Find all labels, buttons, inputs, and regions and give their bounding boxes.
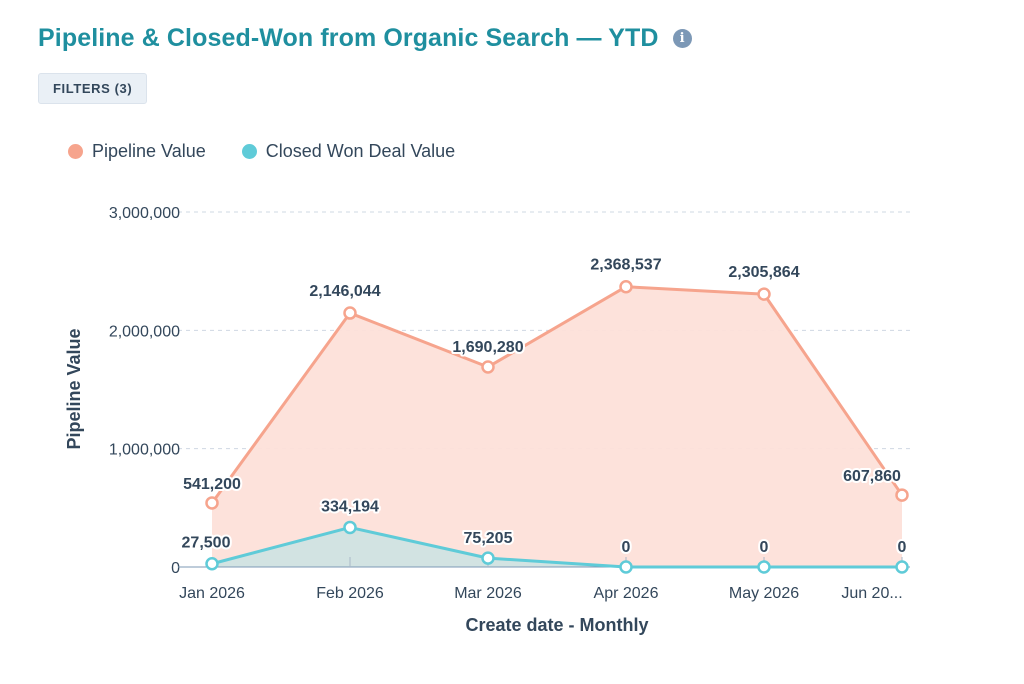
- legend-dot-closed-won: [241, 144, 257, 159]
- legend-item-closed-won[interactable]: Closed Won Deal Value: [241, 141, 456, 162]
- data-label-pipeline: 1,690,280: [452, 339, 523, 356]
- x-tick-label: Jan 2026: [179, 585, 245, 602]
- point-closed-won[interactable]: [205, 556, 219, 571]
- legend-dot-pipeline: [68, 144, 83, 159]
- data-label-pipeline: 2,305,864: [728, 264, 799, 281]
- point-closed-won[interactable]: [895, 560, 909, 574]
- x-tick-label: Apr 2026: [594, 585, 659, 602]
- data-label-closed-won: 334,194: [321, 498, 379, 515]
- legend-label-closed-won: Closed Won Deal Value: [265, 141, 456, 161]
- filters-button[interactable]: FILTERS (3): [38, 73, 148, 104]
- y-tick-label: 1,000,000: [109, 442, 180, 459]
- point-closed-won[interactable]: [619, 560, 633, 574]
- report-title: Pipeline & Closed-Won from Organic Searc…: [38, 24, 659, 52]
- data-label-closed-won: 0: [898, 539, 907, 556]
- data-label-closed-won: 75,205: [464, 530, 513, 547]
- info-icon[interactable]: i: [672, 29, 692, 48]
- y-axis-title: Pipeline Value: [64, 328, 84, 449]
- legend-label-pipeline: Pipeline Value: [92, 141, 206, 161]
- title-row: Pipeline & Closed-Won from Organic Searc…: [38, 24, 692, 53]
- x-axis-title: Create date - Monthly: [465, 615, 648, 635]
- point-pipeline[interactable]: [481, 360, 495, 374]
- axes: 0 1,000,000 2,000,000 3,000,000 Jan 2026 Feb …: [109, 205, 910, 602]
- point-closed-won[interactable]: [481, 551, 495, 565]
- point-pipeline[interactable]: [757, 287, 771, 301]
- y-tick-label: 2,000,000: [109, 323, 180, 340]
- point-pipeline[interactable]: [343, 306, 357, 320]
- point-pipeline[interactable]: [619, 279, 633, 294]
- data-label-closed-won: 0: [622, 539, 631, 556]
- line-closed-won: [211, 525, 902, 569]
- area-fills: [212, 286, 902, 567]
- data-label-pipeline: 2,146,044: [309, 283, 380, 300]
- point-closed-won[interactable]: [757, 560, 771, 574]
- data-label-closed-won: 27,500: [182, 535, 231, 552]
- legend-item-pipeline[interactable]: Pipeline Value: [68, 141, 206, 162]
- data-label-pipeline: 607,860: [843, 468, 901, 485]
- x-tick-label: Feb 2026: [316, 585, 384, 602]
- x-tick-label: May 2026: [729, 585, 799, 602]
- data-label-pipeline: 2,368,537: [590, 257, 661, 274]
- area-pipeline: [212, 286, 902, 567]
- y-tick-label: 3,000,000: [109, 205, 180, 222]
- series-lines: [210, 285, 904, 569]
- point-pipeline[interactable]: [205, 496, 219, 510]
- area-closed-won: [212, 527, 902, 567]
- data-labels: 541,200 2,146,044 1,690,280 2,368,537 2,305,…: [180, 255, 909, 558]
- point-pipeline[interactable]: [895, 488, 909, 502]
- data-points: [205, 279, 909, 574]
- data-label-closed-won: 0: [760, 539, 769, 556]
- data-label-pipeline: 541,200: [183, 476, 241, 493]
- y-tick-label: 0: [171, 560, 180, 577]
- x-tick-label: Jun 20...: [841, 585, 902, 602]
- line-pipeline: [210, 285, 904, 504]
- chart-legend: Pipeline Value Closed Won Deal Value: [68, 141, 455, 162]
- point-closed-won[interactable]: [343, 520, 357, 535]
- x-tick-label: Mar 2026: [454, 585, 522, 602]
